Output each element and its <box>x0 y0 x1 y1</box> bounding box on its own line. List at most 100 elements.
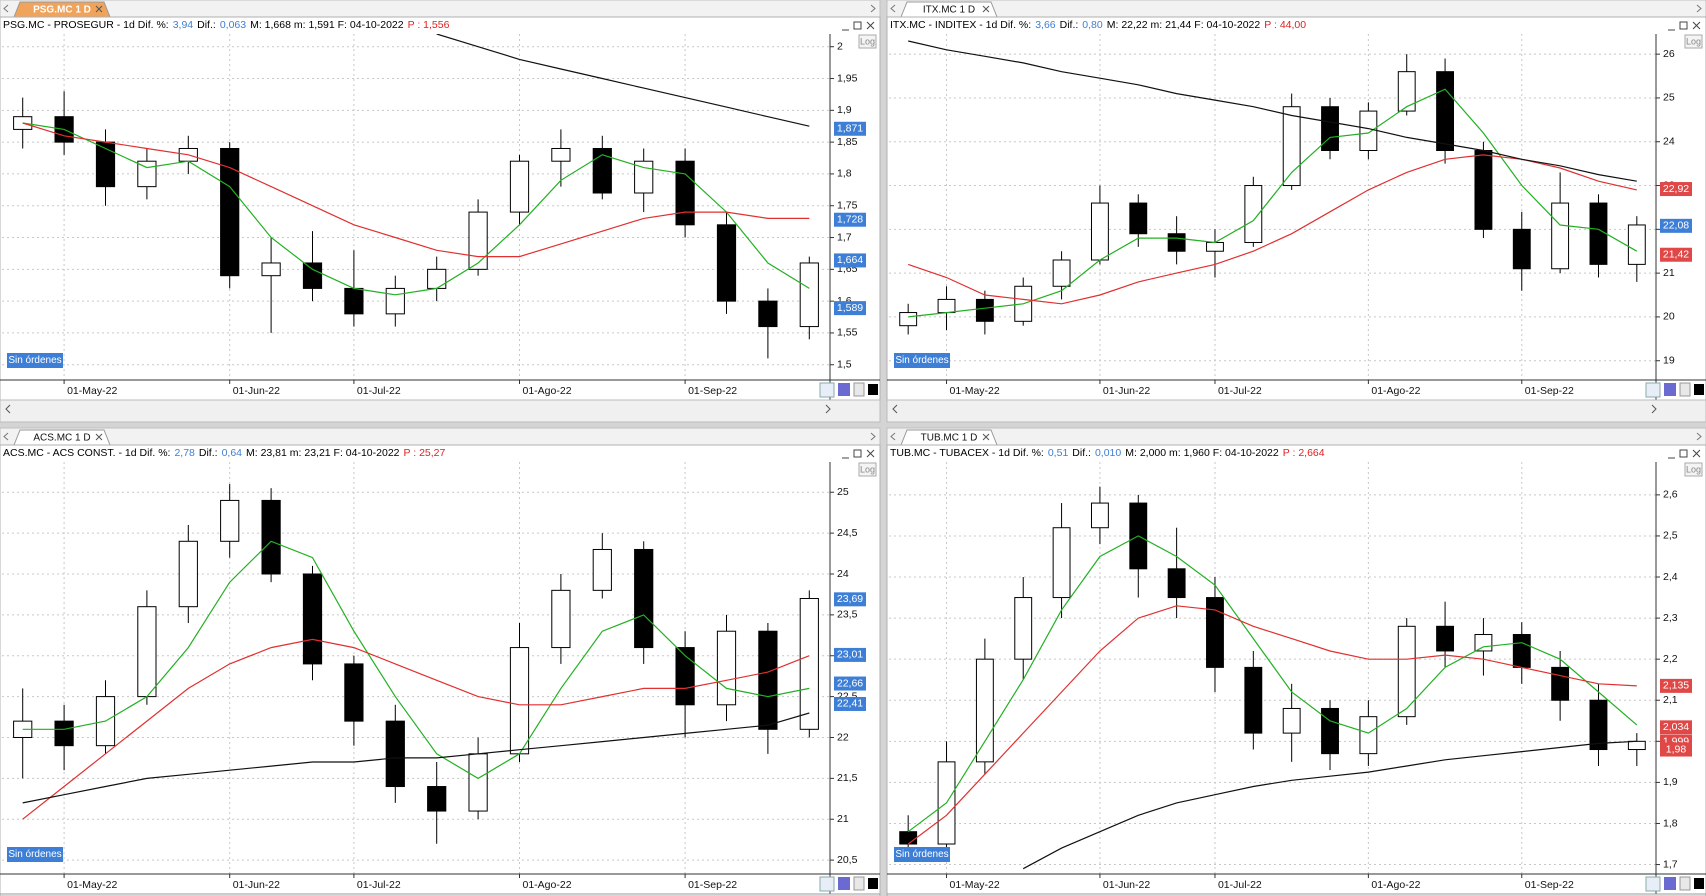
icon-fill[interactable] <box>1694 384 1704 395</box>
x-tick-label: 01-May-22 <box>950 385 1000 397</box>
log-button[interactable] <box>1684 34 1703 49</box>
icon-fill[interactable] <box>868 384 878 395</box>
icon-fill[interactable] <box>1694 878 1704 889</box>
log-button[interactable] <box>858 462 877 477</box>
tab-arrow-left <box>3 4 9 13</box>
icon-indicators[interactable] <box>819 382 835 398</box>
tab-close[interactable] <box>95 433 103 441</box>
price-tag <box>1660 247 1692 262</box>
y-tick-label: 1,9 <box>837 104 852 116</box>
log-button[interactable] <box>858 34 877 49</box>
orders-badge-label: Sin órdenes <box>895 355 948 366</box>
x-tick-label: 01-Jul-22 <box>357 385 401 397</box>
header-part: M: 1,668 m: 1,591 F: 04-10-2022 <box>250 19 404 31</box>
scroll-left[interactable] <box>892 404 898 414</box>
candle-body <box>1397 71 1416 112</box>
tab-close[interactable] <box>982 433 990 441</box>
window-buttons[interactable] <box>842 449 875 459</box>
header-part: 3,94 <box>173 19 194 31</box>
tab-label[interactable]: PSG.MC 1 D <box>33 5 91 16</box>
scroll-left[interactable] <box>5 404 11 414</box>
price-tag-label: 21,42 <box>1663 249 1689 261</box>
candle-body <box>592 147 612 194</box>
icon-indicators[interactable] <box>819 876 835 892</box>
moving-average <box>22 712 810 804</box>
icon-indicators[interactable] <box>1645 876 1661 892</box>
candle-body <box>758 300 778 328</box>
icon-menu[interactable] <box>853 382 865 397</box>
icon-menu[interactable] <box>1679 876 1691 891</box>
icon-save[interactable] <box>838 877 850 890</box>
y-tick-label: 25 <box>1663 92 1675 104</box>
icon-menu[interactable] <box>1679 382 1691 397</box>
candle-body <box>1052 527 1071 599</box>
tab-arrow-left <box>890 432 896 441</box>
icon-save[interactable] <box>1664 877 1676 890</box>
candle-body <box>261 499 281 575</box>
candle-body <box>1359 110 1378 152</box>
scrollbar[interactable] <box>886 399 1706 423</box>
x-tick-label: 01-Ago-22 <box>523 879 572 891</box>
header-part: Dif.: <box>1060 19 1079 31</box>
candle-body <box>675 160 695 226</box>
tab-bar <box>886 0 1706 18</box>
price-tag <box>1660 742 1692 757</box>
y-tick-label: 21,5 <box>837 772 858 784</box>
moving-average <box>22 540 810 780</box>
orders-badge <box>894 353 950 368</box>
x-tick-label: 01-Jul-22 <box>1218 879 1262 891</box>
candle-body <box>1512 634 1531 668</box>
y-tick-label: 21 <box>837 813 849 825</box>
scroll-right[interactable] <box>825 404 831 414</box>
candle-body <box>1627 224 1646 265</box>
log-button[interactable] <box>1684 462 1703 477</box>
icon-menu[interactable] <box>853 876 865 891</box>
log-label[interactable]: Log <box>860 36 875 46</box>
candle-body <box>1244 666 1263 734</box>
y-tick-label: 24 <box>1663 136 1675 148</box>
header-part: M: 23,81 m: 23,21 F: 04-10-2022 <box>246 447 400 459</box>
log-label[interactable]: Log <box>1686 36 1701 46</box>
header-part: 2,78 <box>174 447 195 459</box>
icon-save[interactable] <box>1664 383 1676 396</box>
log-label[interactable]: Log <box>1686 464 1701 474</box>
candle-body <box>220 499 240 542</box>
candle-body <box>634 160 654 194</box>
tab-label[interactable]: ITX.MC 1 D <box>923 5 975 16</box>
y-tick-label: 20,5 <box>837 854 858 866</box>
scroll-right[interactable] <box>1651 404 1657 414</box>
log-label[interactable]: Log <box>860 464 875 474</box>
x-tick-label: 01-Sep-22 <box>1525 879 1574 891</box>
tab-label[interactable]: TUB.MC 1 D <box>921 433 978 444</box>
scrollbar[interactable] <box>0 399 881 423</box>
candle-body <box>1129 202 1148 235</box>
tab-close[interactable] <box>982 5 990 13</box>
x-tick-label: 01-Jul-22 <box>1218 385 1262 397</box>
header-part: 0,063 <box>220 19 246 31</box>
icon-indicators[interactable] <box>1645 382 1661 398</box>
candle-body <box>261 262 281 277</box>
candle-body <box>1512 228 1531 270</box>
candle-body <box>1282 106 1301 187</box>
y-tick-label: 2,4 <box>1663 571 1678 583</box>
header-part: 0,010 <box>1095 447 1121 459</box>
icon-fill[interactable] <box>868 878 878 889</box>
price-tag <box>1660 678 1692 693</box>
candle-body <box>899 831 918 845</box>
y-tick-label: 1,85 <box>837 136 858 148</box>
window-buttons[interactable] <box>1668 21 1701 31</box>
tab-close[interactable] <box>95 5 103 13</box>
moving-average <box>22 638 810 820</box>
tab-label[interactable]: ACS.MC 1 D <box>33 433 90 444</box>
candle-body <box>592 548 612 591</box>
header-part: 0,64 <box>222 447 243 459</box>
moving-average <box>908 88 1638 318</box>
window-buttons[interactable] <box>1668 449 1701 459</box>
price-tag <box>1660 182 1692 197</box>
window-buttons[interactable] <box>842 21 875 31</box>
candle-body <box>675 647 695 706</box>
price-tag-label: 1,664 <box>837 254 863 266</box>
icon-save[interactable] <box>838 383 850 396</box>
candle-body <box>509 160 530 213</box>
